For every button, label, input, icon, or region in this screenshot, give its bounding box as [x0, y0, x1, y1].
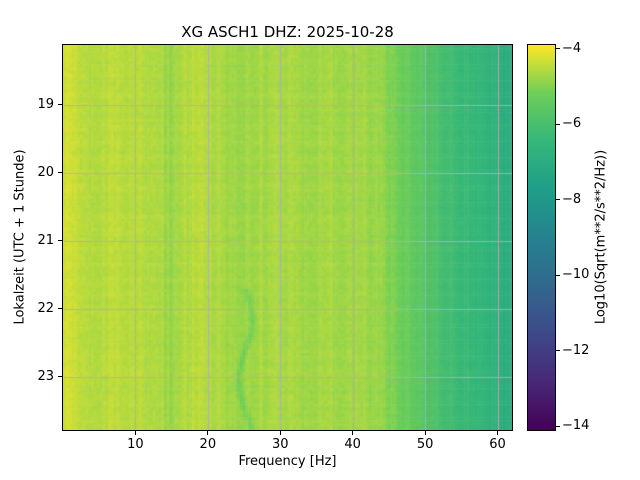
colorbar-tick-label: −12	[562, 342, 590, 358]
colorbar-tick-mark	[556, 123, 560, 125]
colorbar-tick-mark	[556, 425, 560, 427]
colorbar-tick-mark	[556, 48, 560, 50]
y-tick-label: 20	[37, 164, 54, 180]
colorbar-tick-label: −6	[562, 116, 582, 132]
y-tick-label: 19	[37, 96, 54, 112]
colorbar-tick-label: −4	[562, 40, 582, 56]
x-tick-mark	[352, 431, 354, 435]
colorbar-tick-mark	[556, 199, 560, 201]
y-tick-label: 21	[37, 232, 54, 248]
colorbar-tick-label: −8	[562, 191, 582, 207]
x-tick-mark	[207, 431, 209, 435]
x-tick-mark	[279, 431, 281, 435]
colorbar	[527, 44, 556, 431]
x-tick-label: 40	[344, 437, 361, 452]
chart-title: XG ASCH1 DHZ: 2025-10-28	[181, 23, 394, 41]
x-tick-label: 50	[416, 437, 434, 452]
y-tick-mark	[58, 104, 62, 106]
colorbar-tick-mark	[556, 350, 560, 352]
x-tick-label: 20	[199, 437, 217, 452]
spectrogram-heatmap	[63, 45, 512, 430]
x-tick-mark	[424, 431, 426, 435]
y-tick-mark	[58, 172, 62, 174]
y-tick-mark	[58, 376, 62, 378]
x-axis-label: Frequency [Hz]	[238, 454, 337, 469]
x-tick-label: 30	[271, 437, 289, 452]
x-tick-label: 60	[489, 437, 506, 452]
colorbar-tick-label: −10	[562, 267, 590, 283]
colorbar-label: Log10(Sqrt(m**2/s**2/Hz))	[593, 149, 609, 325]
x-tick-mark	[497, 431, 499, 435]
y-tick-label: 23	[37, 368, 54, 384]
y-tick-label: 22	[37, 300, 54, 316]
x-tick-mark	[134, 431, 136, 435]
y-tick-mark	[58, 240, 62, 242]
colorbar-tick-mark	[556, 274, 560, 276]
colorbar-tick-label: −14	[562, 418, 590, 434]
y-tick-mark	[58, 308, 62, 310]
x-tick-label: 10	[127, 437, 144, 452]
